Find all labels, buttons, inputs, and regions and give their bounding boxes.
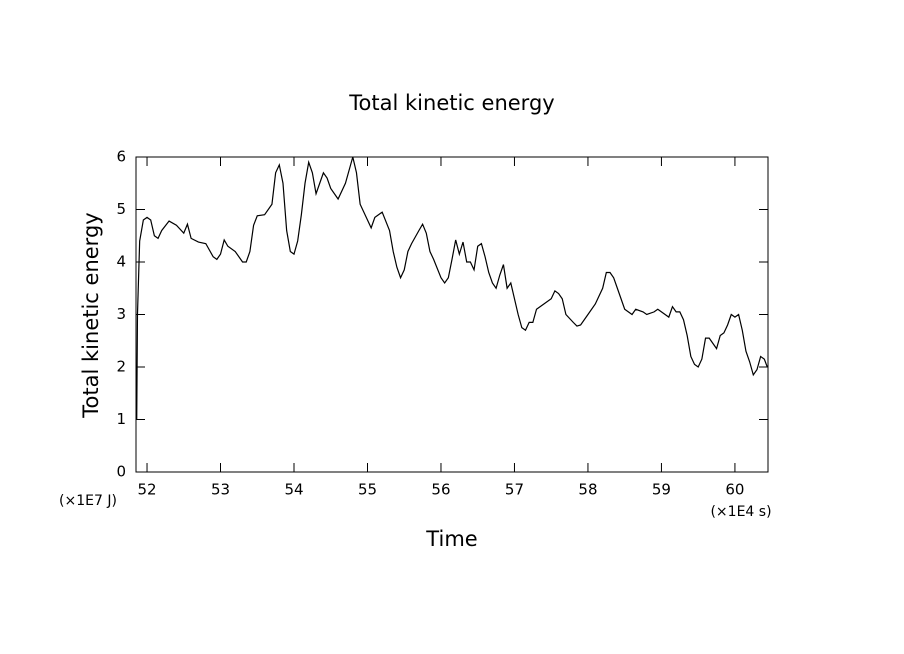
y-tick-label: 5: [116, 200, 126, 218]
x-tick-label: 55: [358, 481, 377, 499]
y-tick-label: 6: [116, 148, 126, 166]
y-tick-label: 0: [116, 463, 126, 481]
x-axis-label: Time: [425, 527, 477, 551]
x-tick-label: 59: [652, 481, 671, 499]
x-tick-label: 53: [211, 481, 230, 499]
x-tick-label: 58: [578, 481, 597, 499]
x-tick-label: 57: [505, 481, 524, 499]
x-tick-label: 52: [137, 481, 156, 499]
chart-title: Total kinetic energy: [348, 91, 554, 115]
y-scale-label: (×1E7 J): [59, 493, 117, 509]
x-tick-label: 60: [725, 481, 744, 499]
y-tick-label: 4: [116, 253, 126, 271]
y-axis-label: Total kinetic energy: [79, 212, 103, 418]
x-tick-label: 56: [431, 481, 450, 499]
y-tick-label: 3: [116, 305, 126, 323]
x-scale-label: (×1E4 s): [710, 504, 771, 520]
data-line: [136, 156, 768, 420]
y-tick-label: 2: [116, 358, 126, 376]
y-tick-label: 1: [116, 410, 126, 428]
x-tick-label: 54: [284, 481, 303, 499]
